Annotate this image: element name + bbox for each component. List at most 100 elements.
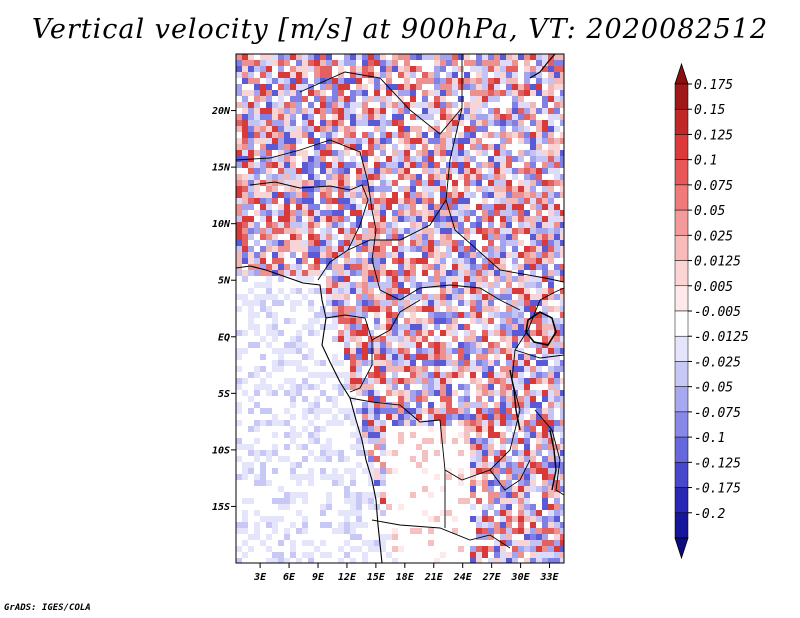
field-cell bbox=[260, 444, 266, 450]
lon-tick-label: 27E bbox=[482, 572, 502, 583]
field-cell bbox=[326, 294, 332, 300]
field-cell bbox=[416, 474, 422, 480]
field-cell bbox=[500, 378, 506, 384]
field-cell bbox=[416, 132, 422, 138]
field-cell bbox=[458, 408, 464, 414]
field-cell bbox=[326, 354, 332, 360]
field-cell bbox=[488, 246, 494, 252]
field-cell bbox=[248, 432, 254, 438]
field-cell bbox=[308, 408, 314, 414]
field-cell bbox=[350, 138, 356, 144]
field-cell bbox=[410, 426, 416, 432]
field-cell bbox=[374, 294, 380, 300]
field-cell bbox=[560, 84, 564, 90]
field-cell bbox=[410, 138, 416, 144]
field-cell bbox=[398, 336, 404, 342]
field-cell bbox=[464, 462, 470, 468]
field-cell bbox=[488, 102, 494, 108]
field-cell bbox=[446, 444, 452, 450]
field-cell bbox=[560, 474, 564, 480]
field-cell bbox=[362, 378, 368, 384]
field-cell bbox=[458, 558, 464, 563]
field-cell bbox=[344, 78, 350, 84]
field-cell bbox=[404, 156, 410, 162]
field-cell bbox=[476, 96, 482, 102]
field-cell bbox=[392, 510, 398, 516]
field-cell bbox=[410, 342, 416, 348]
field-cell bbox=[530, 246, 536, 252]
field-cell bbox=[356, 462, 362, 468]
field-cell bbox=[338, 372, 344, 378]
field-cell bbox=[476, 462, 482, 468]
field-cell bbox=[362, 552, 368, 558]
field-cell bbox=[338, 174, 344, 180]
field-cell bbox=[266, 360, 272, 366]
field-cell bbox=[392, 60, 398, 66]
field-cell bbox=[308, 384, 314, 390]
field-cell bbox=[554, 528, 560, 534]
field-cell bbox=[458, 294, 464, 300]
field-cell bbox=[362, 102, 368, 108]
field-cell bbox=[476, 516, 482, 522]
field-cell bbox=[500, 444, 506, 450]
field-cell bbox=[500, 408, 506, 414]
field-cell bbox=[494, 516, 500, 522]
field-cell bbox=[554, 162, 560, 168]
field-cell bbox=[320, 474, 326, 480]
field-cell bbox=[260, 174, 266, 180]
field-cell bbox=[494, 552, 500, 558]
field-cell bbox=[524, 342, 530, 348]
field-cell bbox=[554, 240, 560, 246]
field-cell bbox=[422, 420, 428, 426]
field-cell bbox=[410, 240, 416, 246]
field-cell bbox=[458, 354, 464, 360]
field-cell bbox=[434, 102, 440, 108]
field-cell bbox=[266, 348, 272, 354]
field-cell bbox=[236, 336, 242, 342]
field-cell bbox=[308, 396, 314, 402]
field-cell bbox=[482, 300, 488, 306]
field-cell bbox=[302, 390, 308, 396]
field-cell bbox=[260, 366, 266, 372]
field-cell bbox=[248, 60, 254, 66]
field-cell bbox=[236, 210, 242, 216]
field-cell bbox=[380, 312, 386, 318]
field-cell bbox=[314, 162, 320, 168]
field-cell bbox=[542, 558, 548, 563]
field-cell bbox=[518, 204, 524, 210]
field-cell bbox=[374, 162, 380, 168]
field-cell bbox=[338, 498, 344, 504]
field-cell bbox=[260, 516, 266, 522]
field-cell bbox=[398, 84, 404, 90]
field-cell bbox=[350, 150, 356, 156]
field-cell bbox=[284, 384, 290, 390]
field-cell bbox=[518, 336, 524, 342]
field-cell bbox=[350, 450, 356, 456]
field-cell bbox=[374, 450, 380, 456]
field-cell bbox=[248, 474, 254, 480]
field-cell bbox=[392, 312, 398, 318]
field-cell bbox=[362, 210, 368, 216]
field-cell bbox=[482, 450, 488, 456]
lon-tick-label: 18E bbox=[396, 572, 415, 583]
field-cell bbox=[284, 516, 290, 522]
field-cell bbox=[278, 522, 284, 528]
field-cell bbox=[356, 276, 362, 282]
field-cell bbox=[368, 324, 374, 330]
field-cell bbox=[464, 540, 470, 546]
field-cell bbox=[338, 522, 344, 528]
field-cell bbox=[356, 312, 362, 318]
field-cell bbox=[446, 288, 452, 294]
field-cell bbox=[302, 486, 308, 492]
field-cell bbox=[290, 324, 296, 330]
field-cell bbox=[332, 204, 338, 210]
field-cell bbox=[470, 474, 476, 480]
field-cell bbox=[470, 282, 476, 288]
field-cell bbox=[290, 270, 296, 276]
field-cell bbox=[428, 342, 434, 348]
field-cell bbox=[368, 420, 374, 426]
field-cell bbox=[326, 138, 332, 144]
field-cell bbox=[302, 66, 308, 72]
field-cell bbox=[338, 84, 344, 90]
